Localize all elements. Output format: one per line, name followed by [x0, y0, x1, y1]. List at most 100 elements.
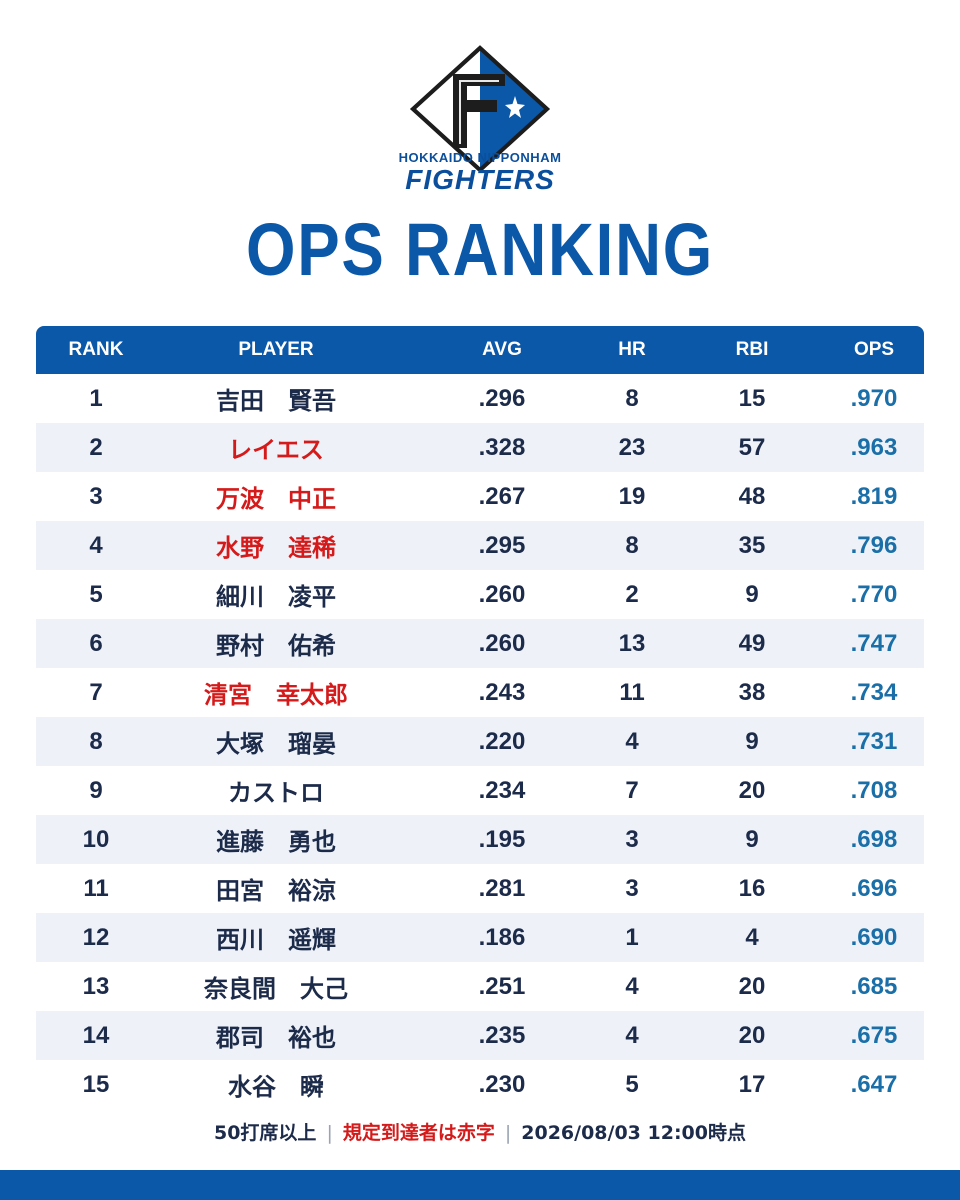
cell-hr: 19 [618, 482, 646, 510]
header-rank: RANK [68, 339, 124, 360]
cell-avg: .296 [478, 384, 526, 412]
cell-avg: .251 [478, 972, 526, 1000]
timestamp: 2026/08/03 12:00時点 [521, 1122, 747, 1144]
cell-rbi: 15 [738, 384, 766, 412]
cell-rank: 12 [82, 923, 110, 951]
table-row: 14 郡司 裕也 .235 4 20 .675 [36, 1011, 924, 1060]
brand-line1: HOKKAIDO NIPPONHAM [398, 150, 562, 165]
cell-rank: 3 [89, 482, 103, 510]
cell-hr: 7 [625, 776, 639, 804]
cell-player: 郡司 裕也 [216, 1024, 336, 1052]
cell-rbi: 9 [745, 580, 759, 608]
cell-player: カストロ [228, 779, 324, 807]
footer-note: 50打席以上 | 規定到達者は赤字 | 2026/08/03 12:00時点 [0, 1118, 960, 1145]
cell-rank: 15 [82, 1070, 110, 1098]
cell-rbi: 16 [738, 874, 766, 902]
cell-avg: .260 [478, 629, 526, 657]
cell-ops: .796 [850, 531, 898, 559]
cell-player: 水谷 瞬 [228, 1073, 324, 1101]
cell-rank: 4 [89, 531, 103, 559]
cell-player: 水野 達稀 [216, 534, 336, 562]
cell-ops: .696 [850, 874, 898, 902]
cell-ops: .685 [850, 972, 898, 1000]
header-hr: HR [618, 339, 646, 360]
table-body: 1 吉田 賢吾 .296 8 15.970 2 レイエス .328 23 57.963 3 万波 中正… [36, 374, 924, 1109]
cell-avg: .235 [478, 1021, 526, 1049]
cell-rbi: 20 [738, 972, 766, 1000]
table-row: 12 西川 遥輝 .186 1 4 .690 [36, 913, 924, 962]
cell-rank: 8 [89, 727, 103, 755]
brand-line2: FIGHTERS [405, 164, 555, 195]
table-row: 8 大塚 瑠晏 .220 4 9 .731 [36, 717, 924, 766]
cell-avg: .243 [478, 678, 526, 706]
cell-rank: 14 [82, 1021, 110, 1049]
header-avg: AVG [482, 339, 522, 360]
cell-avg: .260 [478, 580, 526, 608]
table-row: 13 奈良間 大己 .251 4 20 .685 [36, 962, 924, 1011]
table-row: 10 進藤 勇也 .195 3 9 .698 [36, 815, 924, 864]
cell-ops: .647 [850, 1070, 898, 1098]
cell-player: 万波 中正 [216, 485, 336, 513]
cell-hr: 2 [625, 580, 639, 608]
cell-ops: .963 [850, 433, 898, 461]
cell-ops: .747 [850, 629, 898, 657]
cell-rank: 13 [82, 972, 110, 1000]
cell-avg: .328 [478, 433, 526, 461]
qualified-legend: 規定到達者は赤字 [342, 1122, 495, 1144]
header-rbi: RBI [735, 339, 769, 360]
cell-avg: .234 [478, 776, 526, 804]
fighters-f-logo-icon [410, 45, 550, 173]
cell-ops: .731 [850, 727, 898, 755]
cell-hr: 23 [618, 433, 646, 461]
team-logo: HOKKAIDO NIPPONHAM FIGHTERS [0, 30, 960, 200]
cell-rbi: 9 [745, 727, 759, 755]
cell-rbi: 9 [745, 825, 759, 853]
cell-hr: 3 [625, 874, 639, 902]
ops-ranking-table: RANK PLAYER AVG HR RBI OPS 1 吉田 賢吾 .296 8 15… [36, 326, 924, 1109]
cell-hr: 3 [625, 825, 639, 853]
cell-player: 田宮 裕涼 [216, 877, 336, 905]
cell-rbi: 35 [738, 531, 766, 559]
cell-avg: .295 [478, 531, 526, 559]
cell-ops: .970 [850, 384, 898, 412]
cell-ops: .734 [850, 678, 898, 706]
table-header: RANK PLAYER AVG HR RBI OPS [36, 326, 924, 374]
table-row: 9 カストロ .234 7 20 .708 [36, 766, 924, 815]
cell-rank: 5 [89, 580, 103, 608]
cell-rank: 11 [83, 874, 109, 902]
cell-rbi: 20 [738, 1021, 766, 1049]
cell-hr: 5 [625, 1070, 639, 1098]
cell-hr: 4 [625, 1021, 639, 1049]
cell-rank: 9 [89, 776, 103, 804]
cell-player: 西川 遥輝 [216, 926, 336, 954]
cell-ops: .690 [850, 923, 898, 951]
table-row: 4 水野 達稀 .295 8 35 .796 [36, 521, 924, 570]
cell-hr: 11 [619, 678, 645, 706]
cell-player: 野村 佑希 [216, 632, 336, 660]
table-row: 1 吉田 賢吾 .296 8 15 .970 [36, 374, 924, 423]
cell-hr: 8 [625, 531, 639, 559]
cell-rank: 10 [82, 825, 110, 853]
cell-rank: 2 [89, 433, 103, 461]
cell-ops: .770 [850, 580, 898, 608]
min-pa-note: 50打席以上 [213, 1122, 317, 1144]
cell-hr: 8 [625, 384, 639, 412]
cell-avg: .220 [478, 727, 526, 755]
table-row: 6 野村 佑希 .260 13 49 .747 [36, 619, 924, 668]
cell-rank: 1 [89, 384, 103, 412]
cell-hr: 13 [618, 629, 646, 657]
cell-ops: .675 [850, 1021, 898, 1049]
cell-hr: 1 [625, 923, 639, 951]
bottom-bar [0, 1170, 960, 1200]
cell-ops: .819 [850, 482, 898, 510]
cell-rbi: 49 [738, 629, 766, 657]
cell-rbi: 38 [738, 678, 766, 706]
cell-rank: 7 [89, 678, 103, 706]
cell-rbi: 48 [738, 482, 766, 510]
cell-avg: .230 [478, 1070, 526, 1098]
cell-rank: 6 [89, 629, 103, 657]
cell-avg: .195 [478, 825, 526, 853]
cell-player: 吉田 賢吾 [216, 387, 336, 415]
cell-player: 大塚 瑠晏 [216, 730, 336, 758]
cell-player: 細川 凌平 [216, 583, 336, 611]
